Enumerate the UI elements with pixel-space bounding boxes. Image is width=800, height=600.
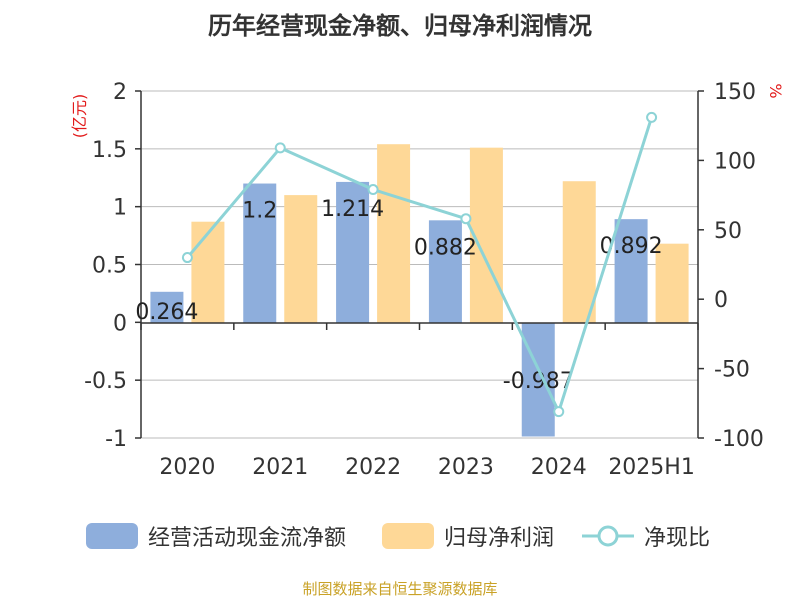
bar-netprofit (377, 144, 411, 323)
right-tick-label: 100 (714, 149, 756, 174)
data-label-cashflow: 0.882 (414, 235, 477, 260)
x-tick-label: 2025H1 (608, 455, 695, 480)
bar-netprofit (284, 195, 318, 323)
legend-item-ratio[interactable]: 净现比 (582, 516, 710, 556)
left-tick-label: 2 (113, 80, 127, 105)
legend-swatch-netprofit (382, 523, 434, 549)
bar-cashflow (428, 220, 462, 323)
bar-cashflow (521, 323, 555, 437)
right-tick-label: 150 (714, 80, 756, 105)
legend-label-cashflow: 经营活动现金流净额 (148, 526, 347, 551)
line-ratio (186, 116, 654, 414)
right-tick-label: -100 (714, 427, 764, 452)
bar-cashflow (614, 219, 648, 323)
left-tick-label: 0 (113, 311, 127, 336)
point-ratio (646, 111, 658, 123)
legend-swatch-cashflow (86, 523, 138, 549)
x-tick-label: 2022 (345, 455, 401, 480)
data-label-cashflow: 0.264 (135, 300, 198, 325)
data-label-cashflow: -0.987 (503, 369, 574, 394)
point-ratio (460, 213, 472, 225)
legend-label-netprofit: 归母净利润 (444, 526, 555, 551)
legend: 经营活动现金流净额 归母净利润 净现比 (0, 516, 800, 556)
x-tick-label: 2023 (438, 455, 494, 480)
left-tick-label: -1 (105, 427, 127, 452)
left-tick-label: -0.5 (84, 369, 127, 394)
bar-cashflow (150, 291, 184, 323)
combo-chart: 2 1.5 1 0.5 0 -0.5 -1 150 100 50 0 -50 -100 (亿元)% 2020… (70, 80, 785, 480)
data-label-cashflow: 1.214 (321, 197, 384, 222)
right-axis-unit: % (766, 83, 785, 98)
point-ratio (181, 252, 193, 264)
legend-item-netprofit[interactable]: 归母净利润 (382, 516, 554, 556)
bar-netprofit (191, 221, 225, 323)
bar-netprofit (655, 243, 689, 323)
right-tick-label: -50 (714, 358, 750, 383)
point-ratio (553, 406, 565, 418)
legend-label-ratio: 净现比 (644, 526, 711, 551)
left-tick-label: 1 (113, 196, 127, 221)
bar-cashflow (243, 183, 277, 323)
left-axis-unit: (亿元) (70, 94, 89, 139)
left-tick-label: 0.5 (92, 254, 127, 279)
legend-swatch-ratio (582, 525, 634, 547)
bar-netprofit (562, 181, 596, 323)
left-tick-label: 1.5 (92, 138, 127, 163)
x-tick-label: 2021 (252, 455, 308, 480)
right-tick-label: 50 (714, 219, 742, 244)
x-tick-label: 2024 (531, 455, 587, 480)
legend-item-cashflow[interactable]: 经营活动现金流净额 (86, 516, 346, 556)
data-label-cashflow: 1.2 (242, 199, 277, 224)
chart-title: 历年经营现金净额、归母净利润情况 (208, 12, 592, 40)
point-ratio (274, 142, 286, 154)
right-tick-label: 0 (714, 288, 728, 313)
source-note: 制图数据来自恒生聚源数据库 (302, 580, 498, 598)
point-ratio (367, 184, 379, 196)
x-tick-label: 2020 (159, 455, 215, 480)
bar-cashflow (336, 181, 370, 323)
